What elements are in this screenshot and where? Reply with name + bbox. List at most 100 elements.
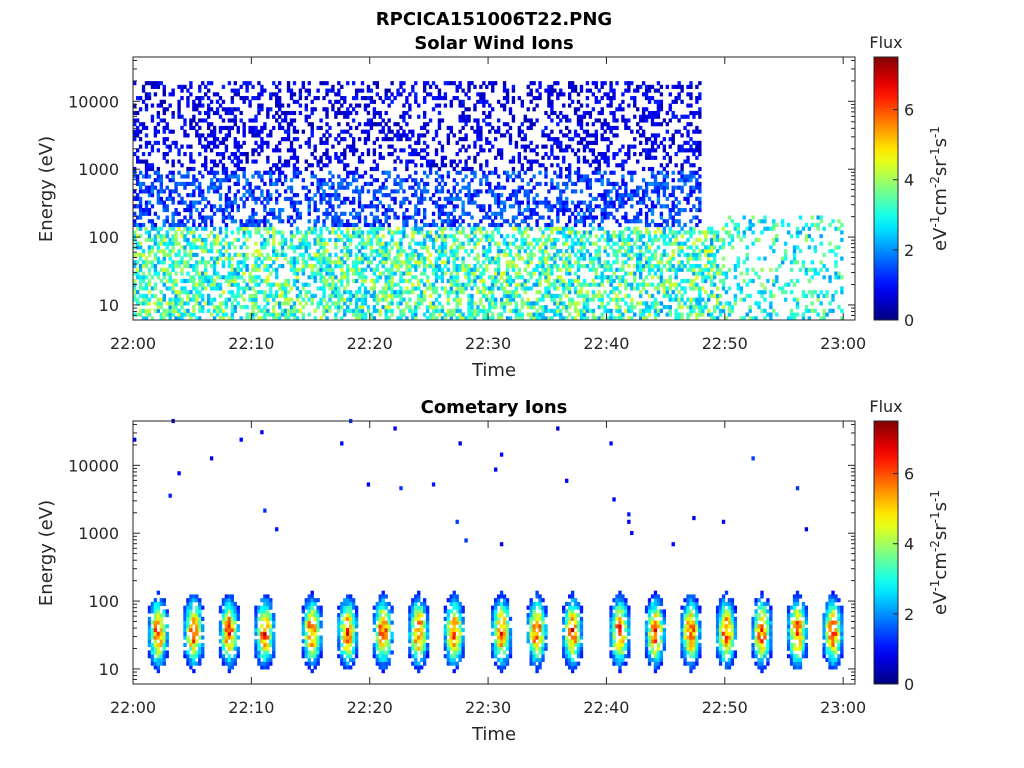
heatmap-cell xyxy=(162,208,166,213)
heatmap-cell xyxy=(337,226,341,231)
heatmap-cell xyxy=(340,271,344,276)
heatmap-cell xyxy=(206,107,211,112)
heatmap-cell xyxy=(201,249,205,254)
heatmap-cell xyxy=(301,237,306,243)
heatmap-cell xyxy=(618,234,622,239)
heatmap-cell xyxy=(275,181,279,187)
heatmap-cell xyxy=(133,189,137,194)
heatmap-cell xyxy=(434,316,439,321)
heatmap-cell xyxy=(230,241,235,246)
heatmap-cell xyxy=(425,264,430,269)
heatmap-cell xyxy=(455,267,459,272)
heatmap-cell xyxy=(266,110,270,116)
heatmap-cell xyxy=(600,107,604,112)
heatmap-cell xyxy=(319,196,323,201)
heatmap-cell xyxy=(251,278,255,284)
heatmap-cell xyxy=(600,133,604,138)
heatmap-cell xyxy=(301,256,306,261)
heatmap-cell xyxy=(198,110,202,116)
heatmap-cell xyxy=(630,96,634,101)
heatmap-cell xyxy=(396,305,400,310)
heatmap-cell xyxy=(630,282,634,287)
heatmap-cell xyxy=(236,282,240,287)
heatmap-cell xyxy=(212,174,217,179)
heatmap-cell xyxy=(541,316,545,321)
heatmap-cell xyxy=(576,211,581,216)
heatmap-cell xyxy=(603,267,607,272)
heatmap-cell xyxy=(496,241,501,246)
heatmap-cell xyxy=(331,107,335,112)
heatmap-cell xyxy=(257,222,261,228)
heatmap-cell xyxy=(621,278,625,284)
heatmap-cell xyxy=(257,174,261,179)
heatmap-cell xyxy=(295,230,300,235)
heatmap-cell xyxy=(570,211,575,216)
heatmap-cell xyxy=(201,260,205,265)
heatmap-cell xyxy=(464,159,468,164)
heatmap-cell xyxy=(627,103,631,108)
heatmap-cell xyxy=(431,305,436,310)
heatmap-cell xyxy=(337,133,341,138)
heatmap-cell xyxy=(159,189,163,194)
heatmap-cell xyxy=(567,305,572,310)
heatmap-cell xyxy=(227,211,232,216)
heatmap-cell xyxy=(301,297,306,302)
heatmap-cell xyxy=(594,282,598,287)
heatmap-cell xyxy=(417,208,421,213)
heatmap-cell xyxy=(644,137,649,142)
heatmap-cell xyxy=(171,234,175,239)
heatmap-cell xyxy=(135,271,140,276)
heatmap-cell xyxy=(402,297,406,302)
heatmap-cell xyxy=(482,170,486,175)
heatmap-cell xyxy=(479,84,483,89)
heatmap-cell xyxy=(585,301,590,306)
heatmap-cell xyxy=(351,174,356,179)
heatmap-cell xyxy=(508,159,513,164)
heatmap-cell xyxy=(502,84,507,89)
heatmap-cell xyxy=(236,189,240,194)
heatmap-cell xyxy=(357,211,362,216)
heatmap-cell xyxy=(135,110,140,116)
heatmap-cell xyxy=(159,316,163,321)
heatmap-cell xyxy=(186,219,190,224)
heatmap-cell xyxy=(289,222,294,228)
heatmap-cell xyxy=(624,282,628,287)
heatmap-cell xyxy=(319,301,323,306)
heatmap-cell xyxy=(597,290,601,295)
heatmap-cell xyxy=(641,316,646,321)
heatmap-cell xyxy=(366,133,371,138)
heatmap-cell xyxy=(396,293,400,298)
heatmap-cell xyxy=(491,305,495,310)
heatmap-cell xyxy=(615,196,619,201)
heatmap-cell xyxy=(570,181,575,187)
heatmap-cell xyxy=(582,293,587,298)
heatmap-cell xyxy=(349,249,353,254)
heatmap-cell xyxy=(198,103,202,108)
heatmap-cell xyxy=(195,290,199,295)
heatmap-cell xyxy=(434,249,439,254)
heatmap-cell xyxy=(464,282,468,287)
heatmap-cell xyxy=(508,204,513,209)
heatmap-cell xyxy=(319,252,323,257)
heatmap-cell xyxy=(162,222,166,228)
heatmap-cell xyxy=(275,267,279,272)
heatmap-cell xyxy=(644,308,649,313)
heatmap-cell xyxy=(431,301,436,306)
heatmap-cell xyxy=(414,275,418,280)
heatmap-cell xyxy=(141,297,146,302)
heatmap-cell xyxy=(476,125,480,131)
heatmap-cell xyxy=(192,181,196,187)
heatmap-cell xyxy=(346,174,350,179)
heatmap-cell xyxy=(138,215,143,220)
heatmap-cell xyxy=(150,260,155,265)
heatmap-cell xyxy=(455,230,459,235)
heatmap-cell xyxy=(541,305,545,310)
heatmap-cell xyxy=(239,118,243,123)
heatmap-cell xyxy=(482,103,486,108)
heatmap-cell xyxy=(458,286,462,291)
heatmap-cell xyxy=(461,290,465,295)
heatmap-cell xyxy=(133,312,137,317)
heatmap-cell xyxy=(467,316,471,321)
heatmap-cell xyxy=(390,275,394,280)
heatmap-cell xyxy=(218,129,223,134)
